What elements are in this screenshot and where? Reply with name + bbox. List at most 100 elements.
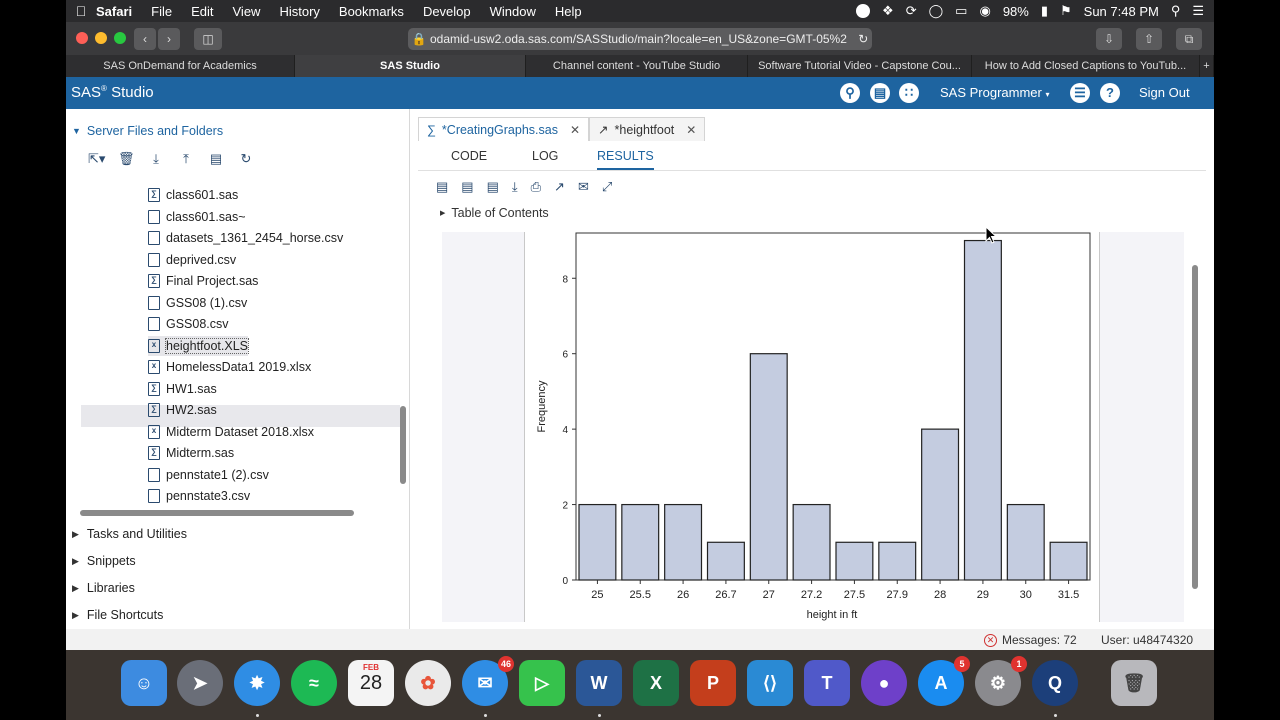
rtf-export-icon[interactable]: ▤ [486,179,499,194]
file-item[interactable]: x HomelessData1 2019.xlsx [148,357,311,377]
menu-help[interactable]: Help [554,3,582,19]
apps-grid-icon[interactable]: ∷ [899,83,919,103]
html-export-icon[interactable]: ▤ [436,179,449,194]
screen-record-icon[interactable] [856,4,871,18]
github-icon[interactable]: ● [861,660,907,706]
close-tab-icon[interactable]: ✕ [569,122,581,137]
file-item[interactable]: x Midterm Dataset 2018.xlsx [148,422,314,442]
help-icon[interactable]: ? [1100,83,1120,103]
email-icon[interactable]: ✉ [577,179,589,194]
open-new-window-icon[interactable]: ↗ [554,179,565,194]
sidebar-toggle-icon[interactable]: ◫ [194,28,222,50]
category-tasks[interactable]: ▶ Tasks and Utilities [72,527,187,541]
category-file-shortcuts[interactable]: ▶ File Shortcuts [72,608,163,622]
tab-log[interactable]: LOG [532,149,559,163]
airplay-icon[interactable]: ▭ [955,3,968,18]
tab-results[interactable]: RESULTS [597,149,654,170]
sync-icon[interactable]: ⟳ [905,3,917,18]
launchpad-icon[interactable]: ➤ [177,660,223,706]
file-item[interactable]: GSS08 (1).csv [148,293,247,313]
browser-tab[interactable]: SAS OnDemand for Academics [66,55,295,77]
horizontal-scrollbar[interactable] [80,510,354,516]
browser-tab[interactable]: Channel content - YouTube Studio [526,55,748,77]
results-scrollbar[interactable] [1192,265,1198,589]
category-libraries[interactable]: ▶ Libraries [72,581,135,595]
battery-percent[interactable]: 98% [1002,3,1029,19]
url-bar[interactable]: 🔒 odamid-usw2.oda.sas.com/SASStudio/main… [408,28,872,50]
finder-icon[interactable]: ☺ [121,660,167,706]
menu-view[interactable]: View [232,3,261,19]
table-of-contents[interactable]: ▶ Table of Contents [440,206,549,220]
properties-icon[interactable]: ▤ [209,151,223,166]
file-item[interactable]: ∑ Midterm.sas [148,443,234,463]
menu-file[interactable]: File [151,3,173,19]
clock[interactable]: Sun 7:48 PM [1083,3,1159,19]
messages-indicator[interactable]: ✕ Messages: 72 [984,633,1077,647]
photos-icon[interactable]: ✿ [405,660,451,706]
teams-icon[interactable]: T [804,660,850,706]
maximize-icon[interactable]: ⤢ [601,179,613,194]
apple-icon[interactable]:  [66,3,96,19]
delete-icon[interactable]: 🗑 [118,151,135,166]
messenger-icon[interactable]: ✉ 46 [462,656,514,706]
download-icon[interactable]: ⤓ [153,151,159,166]
menu-edit[interactable]: Edit [191,3,214,19]
vertical-scrollbar[interactable] [400,406,406,484]
file-item[interactable]: pennstate1 (2).csv [148,465,269,485]
close-tab-icon[interactable]: ✕ [686,122,697,137]
menu-icon[interactable]: ☰ [1070,83,1090,103]
new-tab-icon[interactable]: + [1200,55,1214,77]
pdf-export-icon[interactable]: ▤ [461,179,474,194]
close-window-icon[interactable] [76,32,88,44]
search-icon[interactable]: ⚲ [840,83,860,103]
menu-window[interactable]: Window [489,3,536,19]
vscode-icon[interactable]: ⟨⟩ [747,660,793,706]
menu-develop[interactable]: Develop [422,3,471,19]
menu-history[interactable]: History [279,3,320,19]
downloads-icon[interactable]: ⇩ [1096,28,1122,50]
wifi-icon[interactable]: ◉ [979,3,991,18]
safari-icon[interactable]: ✸ [234,660,280,706]
doc-tab-heightfoot[interactable]: ↗ *heightfoot ✕ [589,117,706,141]
vpn-icon[interactable]: ◯ [928,3,944,18]
dropbox-icon[interactable]: ❖ [882,3,894,18]
file-item[interactable]: deprived.csv [148,250,236,270]
share-icon[interactable]: ⇧ [1136,28,1162,50]
quicktime-icon[interactable]: Q [1032,660,1078,706]
app-store-icon[interactable]: A 5 [918,656,970,706]
sign-out-link[interactable]: Sign Out [1139,85,1190,100]
file-item[interactable]: class601.sas~ [148,207,246,227]
excel-icon[interactable]: X [633,660,679,706]
word-icon[interactable]: W [576,660,622,706]
category-snippets[interactable]: ▶ Snippets [72,554,136,568]
new-item-icon[interactable]: ⇱▾ [88,151,106,166]
reload-icon[interactable]: ↻ [858,32,869,46]
forward-icon[interactable]: › [158,28,180,50]
tabs-overview-icon[interactable]: ⧉ [1176,28,1202,50]
download-icon[interactable]: ⤓ [511,179,518,194]
upload-icon[interactable]: ⤒ [183,151,189,166]
file-item[interactable]: ∑ HW2.sas [148,400,217,420]
file-item[interactable]: datasets_1361_2454_horse.csv [148,228,343,248]
system-preferences-icon[interactable]: ⚙ 1 [975,656,1027,706]
minimize-window-icon[interactable] [95,32,107,44]
file-item[interactable]: pennstate3.csv [148,486,250,506]
control-center-icon[interactable]: ☰ [1192,3,1204,18]
spotify-icon[interactable]: ≈ [291,660,337,706]
back-icon[interactable]: ‹ [134,28,156,50]
file-item[interactable]: GSS08.csv [148,314,229,334]
powerpoint-icon[interactable]: P [690,660,736,706]
trash-icon[interactable]: 🗑 [1111,660,1157,706]
menu-app-name[interactable]: Safari [96,3,133,19]
facetime-icon[interactable]: ▷ [519,660,565,706]
file-item[interactable]: ∑ HW1.sas [148,379,217,399]
browser-tab[interactable]: How to Add Closed Captions to YouTub... [972,55,1200,77]
doc-tab-creatinggraphs[interactable]: ∑ *CreatingGraphs.sas ✕ [418,117,590,141]
browser-tab[interactable]: Software Tutorial Video - Capstone Cou..… [748,55,972,77]
print-icon[interactable]: ⎙ [530,179,542,194]
file-item[interactable]: ∑ class601.sas [148,185,238,205]
file-item-selected[interactable]: x heightfoot.XLS [148,336,250,356]
flag-icon[interactable]: ⚑ [1060,3,1072,18]
spotlight-icon[interactable]: ⚲ [1170,3,1181,18]
refresh-icon[interactable]: ↻ [240,151,252,166]
